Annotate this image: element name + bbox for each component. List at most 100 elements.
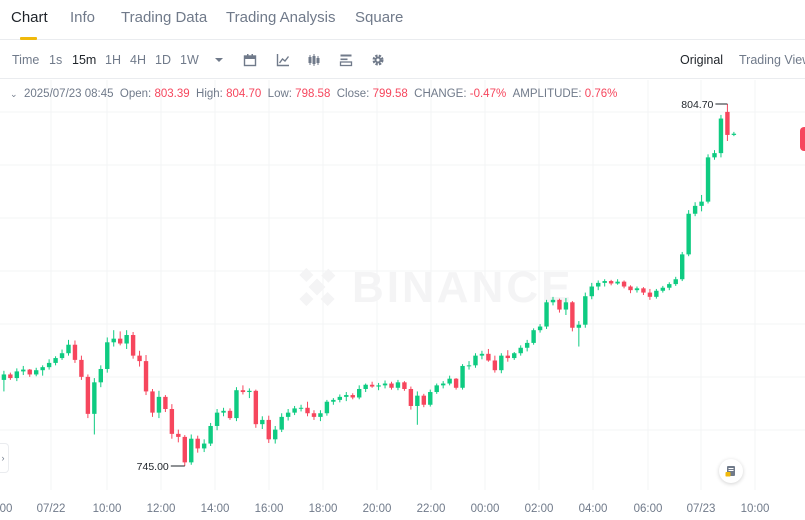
candle (53, 356, 58, 366)
view-original[interactable]: Original (680, 53, 724, 67)
indicator-icon[interactable] (276, 53, 290, 67)
tab-chart[interactable]: Chart (11, 9, 48, 26)
candle (382, 380, 388, 389)
amplitude-label: AMPLITUDE: (512, 88, 582, 100)
candle-body (189, 438, 194, 463)
candle-body (27, 369, 32, 375)
candle (705, 154, 711, 204)
interval-15m[interactable]: 15m (72, 53, 97, 67)
candle (344, 392, 349, 402)
candle (40, 365, 45, 376)
template-icon[interactable] (339, 53, 353, 67)
candle (298, 404, 304, 412)
calendar-icon[interactable] (243, 53, 257, 67)
candle-body (692, 205, 698, 214)
candle (602, 279, 607, 287)
candle-body (176, 433, 181, 437)
candle-body (1, 374, 7, 380)
candle (59, 349, 65, 360)
candle (285, 409, 291, 421)
candle (718, 114, 724, 158)
candle-body (524, 342, 530, 348)
candle (544, 299, 549, 329)
candle (531, 328, 536, 345)
candle-body (518, 347, 523, 354)
interval-1d[interactable]: 1D (155, 53, 171, 67)
candle (570, 301, 575, 332)
interval-1s[interactable]: 1s (49, 53, 63, 67)
candle-body (285, 412, 291, 417)
interval-1h[interactable]: 1H (105, 53, 121, 67)
candle-body (79, 359, 84, 377)
chevron-right-icon[interactable]: › (0, 443, 9, 473)
candle-body (460, 365, 465, 388)
close-value: 799.58 (372, 88, 408, 100)
interval-4h[interactable]: 4H (130, 53, 146, 67)
candle-body (311, 413, 317, 417)
candle (408, 386, 414, 410)
candle-body (537, 326, 543, 331)
candle-body (85, 376, 91, 414)
candle (692, 202, 698, 217)
candle (537, 324, 543, 333)
candle (150, 388, 155, 417)
candle (201, 439, 207, 453)
candle (589, 282, 594, 300)
candle-body (124, 335, 129, 344)
candle-body (667, 284, 672, 288)
candle-body (499, 355, 504, 371)
candle (492, 355, 498, 373)
gear-icon[interactable] (371, 53, 385, 67)
candle-body (589, 286, 594, 297)
interval-time[interactable]: Time (12, 53, 40, 67)
note-button[interactable] (719, 459, 743, 483)
candle (731, 131, 737, 137)
high-marker-label: 804.70 (681, 99, 713, 111)
x-tick-label: 18:00 (309, 503, 338, 515)
candle (105, 337, 110, 373)
candle (72, 340, 78, 363)
candle-type-icon[interactable] (307, 53, 321, 67)
tab-trading-analysis[interactable]: Trading Analysis (226, 9, 336, 26)
ohlc-info: ⌄ 2025/07/23 08:45 Open: 803.39 High: 804… (10, 88, 617, 100)
candle-body (576, 324, 582, 328)
candle (395, 379, 401, 391)
candle-body (505, 355, 510, 359)
candle-body (654, 290, 659, 297)
candle (654, 288, 659, 299)
candle-body (46, 362, 52, 368)
candle-body (699, 201, 704, 206)
high-label: High: (196, 88, 223, 100)
candle-body (163, 396, 168, 410)
view-trading-view[interactable]: Trading View (739, 53, 805, 67)
candle-body (686, 213, 691, 255)
tab-square[interactable]: Square (355, 9, 404, 26)
candle (453, 378, 459, 390)
candle-body (227, 410, 233, 419)
candle-body (660, 287, 666, 291)
candle (576, 321, 582, 347)
chevron-down-icon[interactable]: ⌄ (10, 89, 18, 99)
candle (673, 276, 678, 286)
candle-body (350, 395, 355, 398)
candle-body (725, 111, 730, 135)
candle-body (137, 355, 142, 362)
tab-info[interactable]: Info (70, 9, 96, 26)
chevron-down-icon[interactable] (212, 53, 226, 67)
candle-body (408, 388, 414, 406)
candle-body (453, 378, 459, 388)
candle (279, 413, 284, 433)
chart-toolbar: Time 1s 15m 1H 4H 1D 1W Original Trading… (0, 41, 805, 79)
tab-trading-data[interactable]: Trading Data (121, 9, 208, 26)
candle (130, 331, 136, 359)
candle-body (731, 133, 737, 135)
candle-body (195, 438, 200, 449)
candle-body (440, 383, 446, 386)
x-tick-label: 07/22 (37, 503, 66, 515)
price-scale-tab[interactable] (800, 127, 805, 151)
change-label: CHANGE: (414, 88, 467, 100)
candle (240, 385, 246, 395)
candle (214, 409, 220, 431)
interval-1w[interactable]: 1W (180, 53, 199, 67)
